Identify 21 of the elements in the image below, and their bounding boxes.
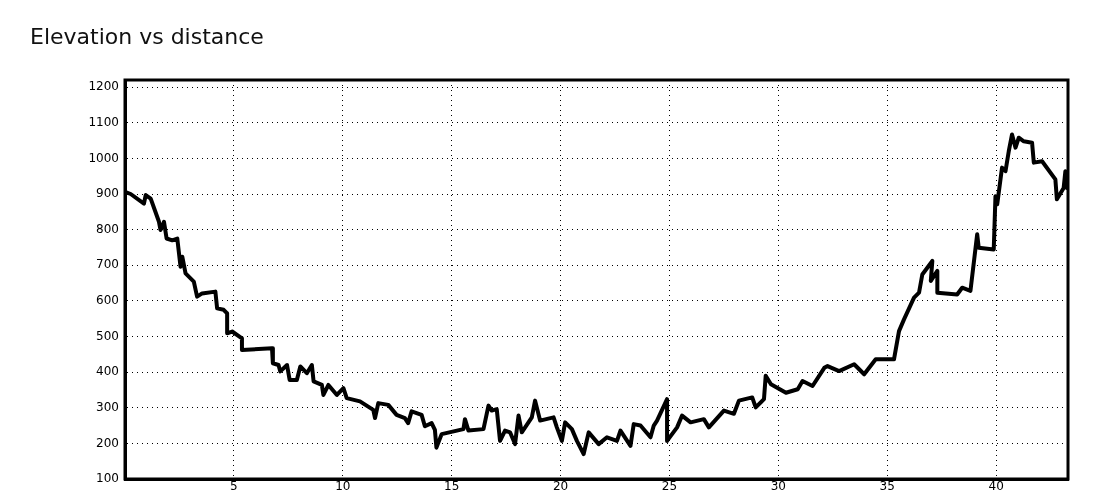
y-tick-label: 600	[96, 293, 119, 307]
x-tick-label: 25	[661, 479, 678, 494]
y-tick-label: 1100	[88, 114, 119, 129]
x-tick-label: 35	[879, 479, 895, 494]
y-tick-label: 1000	[88, 150, 119, 165]
y-tick-label: 400	[96, 364, 119, 379]
y-tick-label: 500	[96, 328, 119, 343]
x-tick-label: 20	[552, 479, 569, 494]
y-tick-label: 900	[96, 186, 119, 201]
x-tick-label: 10	[335, 479, 351, 494]
chart-title: Elevation vs distance	[30, 24, 264, 49]
x-tick-label: 5	[230, 479, 238, 494]
x-tick-label: 40	[988, 479, 1004, 494]
y-tick-label: 100	[96, 471, 119, 486]
y-tick-label: 200	[96, 435, 119, 450]
y-tick-label: 800	[96, 221, 119, 236]
y-tick-label: 700	[96, 257, 119, 272]
x-tick-label: 30	[770, 479, 786, 494]
y-tick-label: 1200	[88, 79, 119, 94]
y-tick-label: 300	[96, 399, 119, 414]
x-tick-label: 15	[444, 479, 460, 494]
